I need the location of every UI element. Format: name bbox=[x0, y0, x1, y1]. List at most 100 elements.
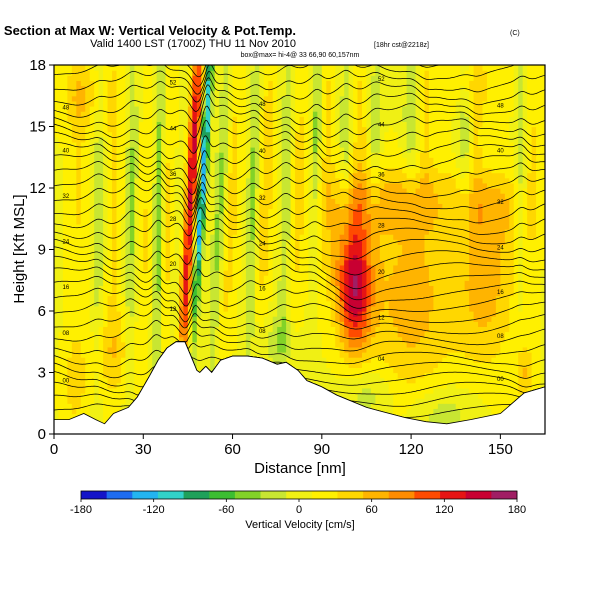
heatmap-cell bbox=[80, 141, 86, 148]
heatmap-cell bbox=[134, 352, 140, 358]
heatmap-cell bbox=[165, 167, 171, 174]
heatmap-cell bbox=[192, 106, 198, 112]
heatmap-cell bbox=[250, 172, 256, 179]
heatmap-cell bbox=[107, 336, 113, 343]
heatmap-cell bbox=[281, 357, 287, 363]
heatmap-cell bbox=[138, 177, 144, 184]
heatmap-cell bbox=[228, 300, 234, 307]
heatmap-cell bbox=[326, 270, 332, 276]
heatmap-cell bbox=[286, 326, 292, 333]
chart-subtitle: Valid 1400 LST (1700Z) THU 11 Nov 2010 bbox=[90, 38, 296, 50]
heatmap-cell bbox=[286, 270, 292, 276]
heatmap-cell bbox=[219, 213, 225, 220]
heatmap-cell bbox=[317, 172, 323, 179]
heatmap-cell bbox=[330, 280, 336, 286]
heatmap-cell bbox=[71, 393, 77, 399]
heatmap-cell bbox=[205, 116, 211, 122]
heatmap-cell bbox=[299, 341, 305, 348]
heatmap-cell bbox=[138, 75, 144, 81]
heatmap-cell bbox=[107, 285, 113, 292]
heatmap-cell bbox=[299, 295, 305, 302]
heatmap-cell bbox=[129, 393, 135, 399]
heatmap-cell bbox=[268, 311, 274, 317]
heatmap-cell bbox=[80, 172, 86, 179]
heatmap-cell bbox=[263, 106, 269, 112]
heatmap-cell bbox=[94, 357, 100, 363]
heatmap-cell bbox=[116, 167, 122, 174]
heatmap-cell bbox=[161, 254, 167, 261]
heatmap-cell bbox=[143, 106, 149, 112]
heatmap-cell bbox=[129, 387, 135, 394]
heatmap-cell bbox=[174, 321, 180, 327]
heatmap-cell bbox=[170, 193, 176, 199]
heatmap-cell bbox=[259, 352, 265, 358]
heatmap-cell bbox=[205, 198, 211, 204]
heatmap-cell bbox=[107, 398, 113, 404]
heatmap-cell bbox=[174, 311, 180, 317]
heatmap-cell bbox=[326, 100, 332, 107]
heatmap-cell bbox=[156, 346, 162, 353]
heatmap-cell bbox=[308, 367, 314, 374]
heatmap-cell bbox=[192, 90, 198, 97]
heatmap-cell bbox=[326, 95, 332, 102]
heatmap-cell bbox=[232, 321, 238, 327]
heatmap-cell bbox=[286, 259, 292, 266]
heatmap-cell bbox=[219, 136, 225, 143]
heatmap-cell bbox=[335, 280, 341, 286]
heatmap-cell bbox=[192, 285, 198, 292]
heatmap-cell bbox=[348, 346, 354, 353]
heatmap-cell bbox=[112, 223, 118, 230]
heatmap-cell bbox=[174, 305, 180, 312]
heatmap-cell bbox=[76, 141, 82, 148]
heatmap-cell bbox=[232, 275, 238, 281]
heatmap-cell bbox=[335, 316, 341, 322]
heatmap-cell bbox=[303, 336, 310, 343]
heatmap-cell bbox=[317, 254, 323, 261]
heatmap-cell bbox=[321, 116, 327, 122]
heatmap-cell bbox=[353, 367, 359, 374]
heatmap-cell bbox=[107, 341, 113, 348]
heatmap-cell bbox=[254, 167, 260, 174]
heatmap-cell bbox=[138, 300, 144, 307]
heatmap-cell bbox=[80, 398, 86, 404]
heatmap-cell bbox=[85, 321, 91, 327]
heatmap-cell bbox=[103, 116, 109, 122]
heatmap-cell bbox=[94, 95, 100, 102]
heatmap-cell bbox=[71, 152, 77, 158]
heatmap-cell bbox=[223, 341, 229, 348]
heatmap-cell bbox=[357, 95, 363, 102]
heatmap-cell bbox=[312, 65, 318, 71]
heatmap-cell bbox=[232, 126, 238, 133]
heatmap-cell bbox=[174, 75, 180, 81]
heatmap-cell bbox=[116, 157, 122, 163]
heatmap-cell bbox=[223, 167, 229, 174]
heatmap-cell bbox=[85, 377, 91, 384]
heatmap-cell bbox=[205, 95, 211, 102]
heatmap-cell bbox=[335, 341, 341, 348]
heatmap-cell bbox=[344, 244, 350, 251]
heatmap-cell bbox=[67, 100, 73, 107]
heatmap-cell bbox=[58, 239, 64, 245]
heatmap-cell bbox=[357, 305, 363, 312]
heatmap-cell bbox=[317, 311, 323, 317]
heatmap-cell bbox=[178, 305, 185, 312]
heatmap-cell bbox=[112, 311, 118, 317]
heatmap-cell bbox=[129, 244, 135, 251]
heatmap-cell bbox=[303, 157, 310, 163]
heatmap-cell bbox=[67, 331, 73, 338]
heatmap-cell bbox=[112, 270, 118, 276]
heatmap-cell bbox=[254, 305, 260, 312]
heatmap-cell bbox=[210, 75, 216, 81]
heatmap-cell bbox=[303, 305, 310, 312]
heatmap-cell bbox=[286, 121, 292, 128]
heatmap-cell bbox=[94, 136, 100, 143]
heatmap-cell bbox=[254, 295, 260, 302]
heatmap-cell bbox=[107, 198, 113, 204]
heatmap-cell bbox=[308, 157, 314, 163]
heatmap-cell bbox=[210, 111, 216, 117]
heatmap-cell bbox=[286, 346, 292, 353]
heatmap-cell bbox=[138, 157, 144, 163]
heatmap-cell bbox=[232, 70, 238, 76]
heatmap-cell bbox=[348, 311, 354, 317]
heatmap-cell bbox=[62, 275, 68, 281]
